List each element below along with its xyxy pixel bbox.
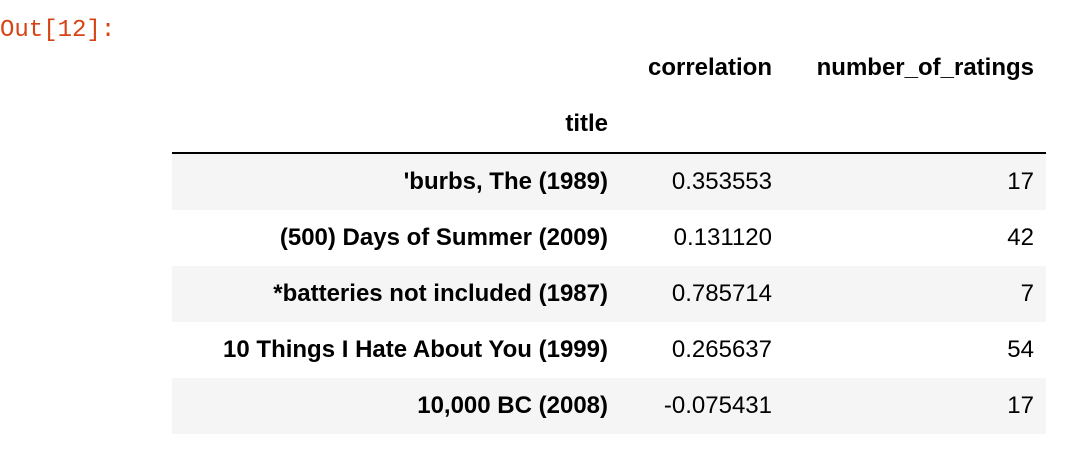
table-row: (500) Days of Summer (2009) 0.131120 42 <box>172 210 1046 266</box>
table-row: 10 Things I Hate About You (1999) 0.2656… <box>172 322 1046 378</box>
cell-number-of-ratings: 42 <box>1007 224 1034 251</box>
cell-correlation: 0.131120 <box>673 224 772 251</box>
cell-number-of-ratings: 54 <box>1007 336 1034 363</box>
output-prompt: Out[12]: <box>0 17 116 44</box>
dataframe-table: correlation number_of_ratings title 'bur… <box>172 40 1046 434</box>
cell-correlation: 0.785714 <box>671 280 772 307</box>
column-header-correlation: correlation <box>647 54 772 81</box>
cell-number-of-ratings: 7 <box>1020 280 1034 307</box>
index-header-title: title <box>565 110 608 137</box>
table-row: 10,000 BC (2008) -0.075431 17 <box>172 378 1046 434</box>
cell-number-of-ratings: 17 <box>1007 168 1034 195</box>
row-index-title: 'burbs, The (1989) <box>403 168 608 195</box>
cell-correlation: 0.353553 <box>671 168 772 195</box>
column-header-number-of-ratings: number_of_ratings <box>816 54 1034 81</box>
index-header-row: title <box>172 96 1046 154</box>
table-row: 'burbs, The (1989) 0.353553 17 <box>172 154 1046 210</box>
cell-number-of-ratings: 17 <box>1007 392 1034 419</box>
column-header-row: correlation number_of_ratings <box>172 40 1046 96</box>
cell-correlation: -0.075431 <box>663 392 772 419</box>
table-row: *batteries not included (1987) 0.785714 … <box>172 266 1046 322</box>
row-index-title: *batteries not included (1987) <box>273 280 608 307</box>
row-index-title: 10,000 BC (2008) <box>417 392 608 419</box>
cell-correlation: 0.265637 <box>671 336 772 363</box>
row-index-title: (500) Days of Summer (2009) <box>279 224 608 251</box>
row-index-title: 10 Things I Hate About You (1999) <box>223 336 608 363</box>
